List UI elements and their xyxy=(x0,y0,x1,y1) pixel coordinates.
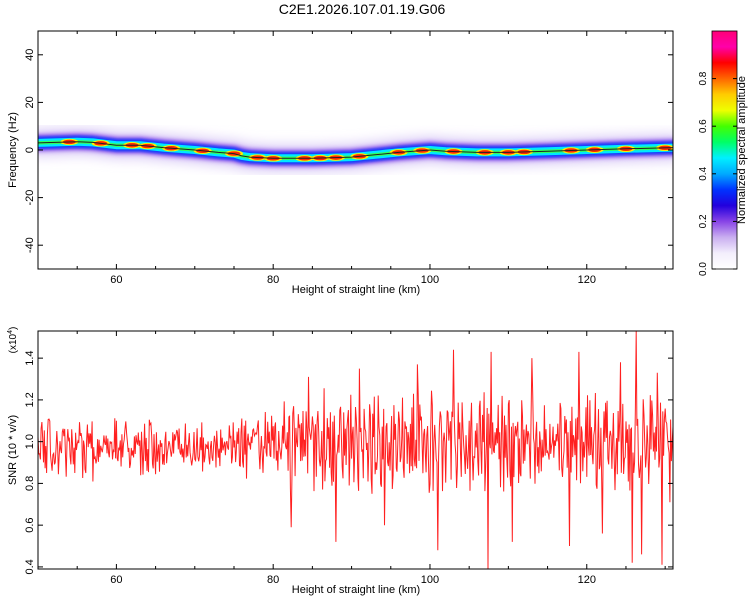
y-tick-label: 20 xyxy=(24,96,36,108)
y-tick-label: 1.0 xyxy=(24,434,36,449)
x-tick-label: 100 xyxy=(421,574,439,586)
y-tick-label: 0.4 xyxy=(24,559,36,574)
x-tick-label: 60 xyxy=(110,574,122,586)
bottom-y-axis: 0.4 0.6 0.8 1.0 1.2 1.4 xyxy=(24,350,673,575)
colorbar-tick-label: 0.6 xyxy=(698,119,709,133)
y-tick-label: 0.6 xyxy=(24,518,36,533)
figure-title: C2E1.2026.107.01.19.G06 xyxy=(279,1,446,17)
x-tick-label: 120 xyxy=(578,274,596,286)
y-tick-label: 0 xyxy=(24,147,36,153)
top-y-axis: 40 20 0 -20 -40 xyxy=(24,49,673,253)
colorbar-label: Normalized spectral amplitude xyxy=(736,76,748,224)
snr-frame xyxy=(37,330,674,570)
snr-scale-prefix: (x10 xyxy=(8,333,19,353)
y-tick-label: 0.8 xyxy=(24,476,36,491)
y-tick-label: 1.4 xyxy=(24,350,36,365)
colorbar-tick-label: 0.0 xyxy=(698,262,709,276)
top-x-axis: 60 80 100 120 xyxy=(37,31,666,286)
colorbar-tick-label: 0.8 xyxy=(698,71,709,85)
snr-scale-label: (x104) xyxy=(7,327,19,354)
colorbar-ticks: 0.0 0.2 0.4 0.6 0.8 xyxy=(698,71,737,276)
x-tick-label: 80 xyxy=(267,574,279,586)
snr-panel: 60 80 100 120 0.4 0.6 0.8 1.0 1.2 1.4 Height of … xyxy=(7,327,674,596)
spectrogram-panel: 60 80 100 120 40 20 0 -20 -40 Height of straigh… xyxy=(7,30,674,296)
svg-text:(x104): (x104) xyxy=(7,327,19,354)
bottom-x-axis: 60 80 100 120 xyxy=(37,331,666,586)
x-tick-label: 80 xyxy=(267,274,279,286)
top-x-axis-label: Height of straight line (km) xyxy=(292,284,420,296)
colorbar: 0.0 0.2 0.4 0.6 0.8 Normalized spectral ampl… xyxy=(698,30,748,276)
colorbar-tick-label: 0.4 xyxy=(698,166,709,180)
snr-series-line xyxy=(38,331,673,569)
doppler-track-line xyxy=(38,141,673,159)
y-tick-label: -20 xyxy=(24,190,36,206)
colorbar-tick-label: 0.2 xyxy=(698,214,709,228)
snr-scale-exponent: 4 xyxy=(7,330,14,334)
spectrogram-image xyxy=(38,128,673,172)
snr-scale-suffix: ) xyxy=(8,327,19,330)
y-tick-label: -40 xyxy=(24,237,36,253)
top-y-axis-label: Frequency (Hz) xyxy=(7,112,19,188)
x-tick-label: 120 xyxy=(578,574,596,586)
bottom-y-axis-label: SNR (10 * v/v) xyxy=(7,415,19,485)
y-tick-label: 40 xyxy=(24,49,36,61)
y-tick-label: 1.2 xyxy=(24,392,36,407)
colorbar-gradient xyxy=(711,30,738,270)
x-tick-label: 100 xyxy=(421,274,439,286)
bottom-x-axis-label: Height of straight line (km) xyxy=(292,584,420,596)
x-tick-label: 60 xyxy=(110,274,122,286)
